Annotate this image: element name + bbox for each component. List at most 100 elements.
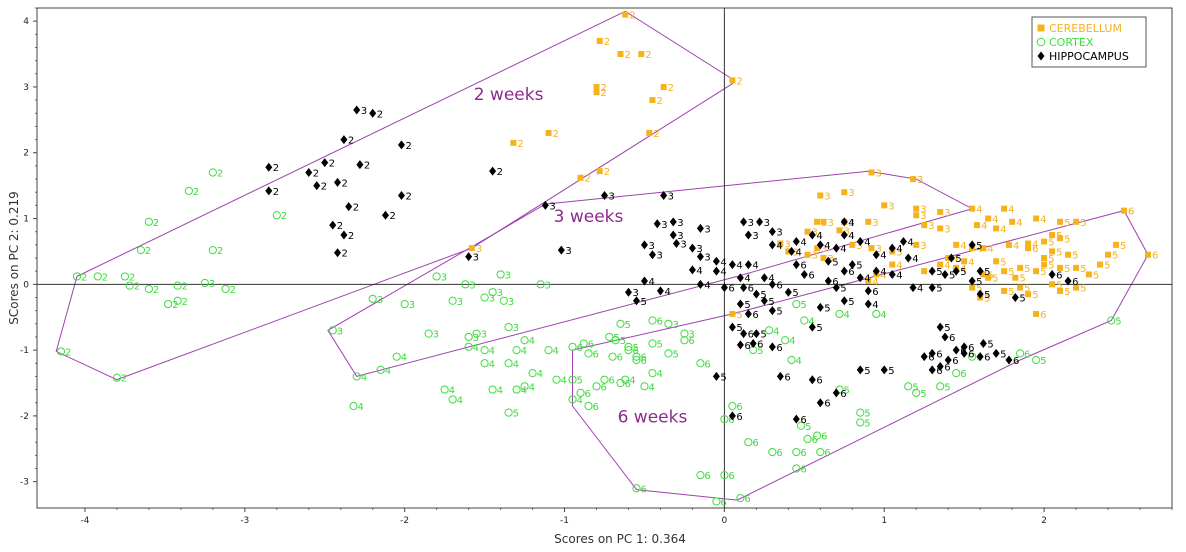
cortex-point-label: 2: [193, 187, 199, 198]
hippocampus-point: [968, 276, 976, 286]
cortex-point-label: 4: [497, 386, 503, 397]
cerebellum-point: [913, 205, 920, 212]
cortex-point: [376, 365, 385, 374]
cortex-point-label: 2: [182, 282, 188, 293]
cortex-point-label: 3: [377, 295, 383, 306]
cortex-point: [1032, 355, 1041, 365]
cortex-point: [968, 352, 977, 361]
hippocampus-point: [920, 352, 928, 362]
hippocampus-point: [864, 299, 872, 309]
hippocampus-point: [768, 342, 776, 352]
hippocampus-point: [952, 345, 960, 355]
cortex-point-label: 6: [588, 340, 594, 351]
hippocampus-point-label: 3: [696, 244, 702, 255]
cerebellum-point: [1033, 215, 1040, 222]
cerebellum-point-label: 5: [1008, 267, 1014, 278]
hippocampus-point: [941, 269, 949, 279]
cortex-point-label: 2: [230, 285, 236, 296]
hippocampus-point-label: 5: [955, 254, 961, 265]
hippocampus-point: [736, 299, 744, 309]
cerebellum-point: [593, 83, 600, 90]
hippocampus-point-label: 6: [840, 389, 846, 400]
hippocampus-point-label: 6: [736, 412, 742, 423]
cortex-point-label: 4: [880, 310, 886, 321]
cortex-point-label: 4: [648, 382, 654, 393]
cortex-point: [56, 347, 66, 356]
cerebellum-point-label: 4: [1032, 240, 1038, 251]
cortex-point-label: 6: [688, 336, 694, 347]
cortex-point-label: 3: [433, 330, 439, 341]
hull-3-weeks: [327, 170, 974, 377]
hippocampus-point: [632, 296, 640, 306]
hippocampus-point-label: 2: [273, 187, 279, 198]
hippocampus-point: [976, 266, 984, 276]
cerebellum-point-label: 2: [601, 88, 607, 99]
hippocampus-point-label: 5: [776, 307, 782, 318]
hippocampus-point: [976, 352, 984, 362]
hippocampus-point-label: 5: [936, 267, 942, 278]
hippocampus-point-label: 5: [1000, 349, 1006, 360]
cerebellum-point: [1057, 218, 1064, 225]
cortex-point: [936, 382, 945, 391]
hippocampus-point-label: 2: [342, 249, 348, 260]
hippocampus-point-label: 6: [824, 399, 830, 410]
cortex-point-label: 4: [401, 353, 407, 364]
cerebellum-point: [596, 168, 603, 175]
cerebellum-point: [921, 268, 928, 275]
cortex-point-label: 4: [529, 336, 535, 347]
hippocampus-point-label: 5: [736, 323, 742, 334]
cortex-point-label: 6: [821, 432, 827, 443]
hippocampus-point-label: 4: [720, 267, 726, 278]
cortex-point-label: 5: [656, 340, 662, 351]
cerebellum-point-label: 6: [1152, 251, 1158, 262]
hippocampus-point-label: 4: [896, 270, 902, 281]
hippocampus-point: [345, 202, 353, 212]
cerebellum-point-label: 4: [987, 244, 993, 255]
cerebellum-point-label: 4: [1000, 224, 1006, 235]
cortex-point-label: 6: [704, 471, 710, 482]
cortex-point-label: 3: [508, 297, 514, 308]
cortex-point-label: 6: [728, 471, 734, 482]
cortex-point: [392, 352, 401, 361]
hippocampus-point: [960, 348, 968, 358]
cerebellum-point-label: 5: [1072, 251, 1078, 262]
cerebellum-point: [865, 278, 872, 285]
cortex-point: [432, 272, 441, 281]
cerebellum-point-label: 2: [624, 50, 630, 61]
cortex-point-label: 2: [153, 218, 159, 229]
hippocampus-point: [624, 287, 632, 297]
cerebellum-point-label: 2: [736, 76, 742, 87]
cerebellum-point: [865, 218, 872, 225]
hippocampus-point: [752, 289, 760, 299]
hippocampus-point: [816, 398, 824, 408]
hippocampus-point: [928, 365, 936, 375]
cortex-point-label: 4: [358, 402, 364, 413]
hippocampus-point-label: 5: [824, 303, 830, 314]
hippocampus-point-label: 4: [917, 284, 923, 295]
cortex-point-label: 4: [513, 359, 519, 370]
cortex-point: [184, 186, 193, 195]
cerebellum-point: [1009, 218, 1016, 225]
hippocampus-point: [1011, 292, 1019, 302]
hippocampus-point: [669, 217, 677, 227]
cortex-point-label: 5: [620, 336, 626, 347]
cortex-point-label: 4: [521, 386, 527, 397]
hippocampus-point-label: 4: [864, 238, 870, 249]
hippocampus-point-label: 5: [760, 330, 766, 341]
cortex-point-label: 3: [545, 280, 551, 291]
cortex-point-label: 6: [824, 448, 830, 459]
group-annotations: 2 weeks 3 weeks 6 weeks: [474, 85, 688, 427]
cerebellum-point: [593, 89, 600, 96]
hippocampus-point-label: 5: [976, 241, 982, 252]
y-tick-label: 3: [23, 83, 29, 93]
cortex-point-label: 4: [577, 395, 583, 406]
hippocampus-point-label: 4: [907, 238, 913, 249]
hippocampus-point: [756, 217, 764, 227]
x-tick-label: 1: [881, 516, 887, 526]
hippocampus-point: [353, 105, 361, 115]
cortex-point: [464, 342, 473, 351]
cerebellum-point: [985, 215, 992, 222]
cortex-point: [608, 352, 617, 361]
cerebellum-point: [1049, 231, 1056, 238]
